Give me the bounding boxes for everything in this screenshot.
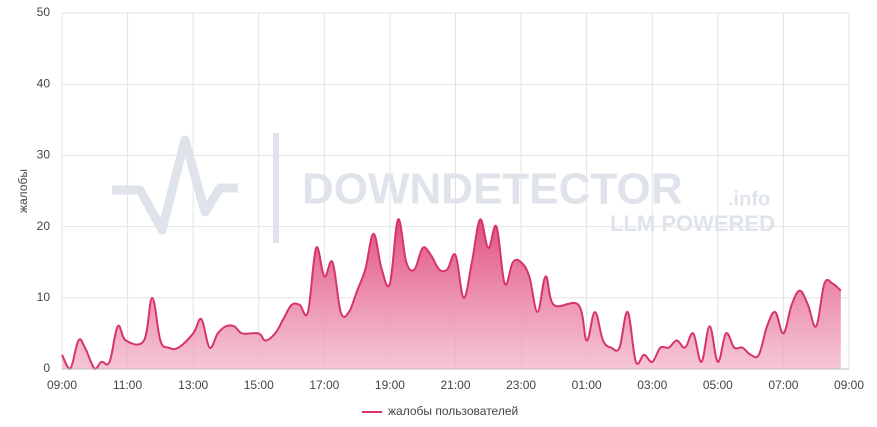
x-tick-label: 13:00 [178,378,208,392]
x-tick-label: 07:00 [768,378,798,392]
x-tick-label: 17:00 [309,378,339,392]
watermark: DOWNDETECTOR .info LLM POWERED [112,133,775,243]
y-tick-label: 0 [43,361,50,375]
area-fill [62,219,841,369]
y-tick-label: 50 [37,5,51,19]
line [61,218,842,370]
x-tick-label: 09:00 [47,378,77,392]
y-tick-label: 40 [37,76,51,90]
x-tick-label: 15:00 [244,378,274,392]
y-tick-label: 30 [37,148,51,162]
x-tick-label: 11:00 [113,378,142,392]
x-tick-label: 23:00 [506,378,536,392]
x-tick-label: 01:00 [572,378,602,392]
x-tick-label: 09:00 [834,378,864,392]
watermark-tagline: LLM POWERED [610,211,775,236]
watermark-logo [112,135,238,235]
y-tick-label: 20 [37,219,51,233]
legend-label: жалобы пользователей [388,404,518,418]
watermark-suffix: .info [728,188,770,210]
y-axis-label: жалобы [16,169,30,213]
x-tick-label: 05:00 [703,378,733,392]
x-tick-label: 19:00 [375,378,405,392]
watermark-brand: DOWNDETECTOR [302,165,683,214]
x-tick-label: 21:00 [440,378,470,392]
x-tick-label: 03:00 [637,378,667,392]
watermark-divider [273,133,279,243]
y-tick-label: 10 [37,290,51,304]
